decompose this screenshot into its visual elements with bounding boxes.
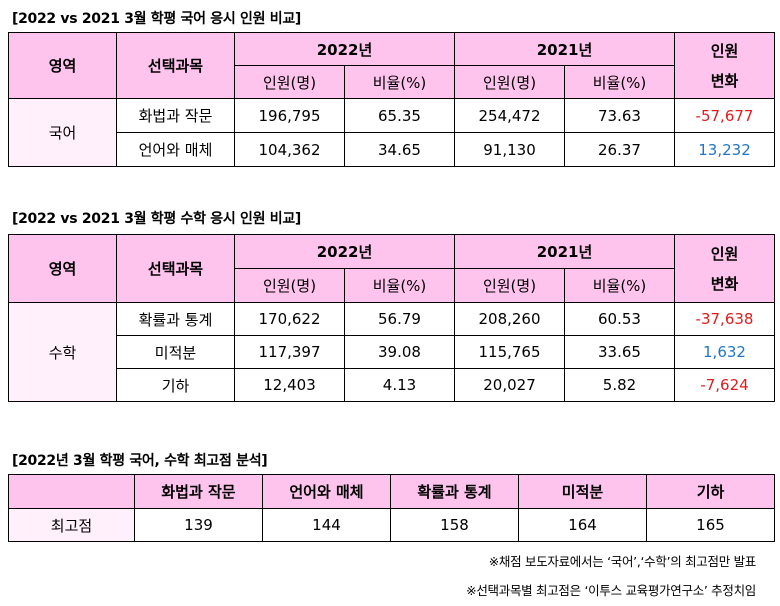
top-score-table: 화법과 작문 언어와 매체 확률과 통계 미적분 기하 최고점 139 144 … [8, 474, 775, 542]
ratio-2021-cell: 5.82 [564, 368, 675, 402]
ratio-2022-cell: 56.79 [344, 302, 455, 336]
count-2021-cell: 115,765 [454, 335, 565, 369]
header-count-2022: 인원(명) [234, 268, 345, 303]
table-row: 최고점 139 144 158 164 165 [8, 508, 775, 542]
header-count-2022: 인원(명) [234, 65, 345, 99]
table-row: 기하 12,403 4.13 20,027 5.82 -7,624 [9, 368, 775, 402]
count-2022-cell: 117,397 [234, 335, 345, 369]
ratio-2021-cell: 73.63 [564, 98, 675, 133]
header-subject-4: 미적분 [518, 474, 647, 509]
area-cell: 국어 [8, 98, 117, 167]
header-subject-1: 화법과 작문 [134, 474, 263, 509]
header-year-2022: 2022년 [234, 234, 455, 269]
header-change: 인원 변화 [674, 234, 775, 303]
change-cell: -57,677 [674, 98, 775, 133]
subject-cell: 미적분 [116, 335, 235, 369]
header-area: 영역 [8, 32, 117, 99]
score-cell: 158 [390, 508, 519, 542]
header-blank [8, 474, 135, 509]
table-row: 국어 화법과 작문 196,795 65.35 254,472 73.63 -5… [8, 98, 775, 167]
header-subject: 선택과목 [116, 32, 235, 99]
footnote-1: ※채점 보도자료에서는 ‘국어’,‘수학’의 최고점만 발표 [488, 554, 757, 569]
count-2021-cell: 208,260 [454, 302, 565, 336]
table-row: 언어와 매체 104,362 34.65 91,130 26.37 13,232 [9, 132, 775, 167]
ratio-2022-cell: 65.35 [344, 98, 455, 133]
header-area: 영역 [8, 234, 117, 303]
header-subject: 선택과목 [116, 234, 235, 303]
subject-cell: 기하 [116, 368, 235, 402]
change-cell: 13,232 [674, 132, 775, 167]
header-ratio-2021: 비율(%) [564, 268, 675, 303]
header-ratio-2022: 비율(%) [344, 65, 455, 99]
math-table-title: [2022 vs 2021 3월 학평 수학 응시 인원 비교] [12, 211, 301, 227]
score-cell: 144 [262, 508, 391, 542]
subject-cell: 언어와 매체 [116, 132, 235, 167]
header-subject-2: 언어와 매체 [262, 474, 391, 509]
score-cell: 139 [134, 508, 263, 542]
ratio-2022-cell: 34.65 [344, 132, 455, 167]
score-cell: 164 [518, 508, 647, 542]
ratio-2021-cell: 26.37 [564, 132, 675, 167]
header-change: 인원 변화 [674, 32, 775, 99]
header-subject-3: 확률과 통계 [390, 474, 519, 509]
top-score-table-title: [2022년 3월 학평 국어, 수학 최고점 분석] [12, 453, 268, 469]
header-year-2021: 2021년 [454, 32, 675, 66]
header-count-2021: 인원(명) [454, 65, 565, 99]
change-cell: 1,632 [674, 335, 775, 369]
row-label: 최고점 [8, 508, 135, 542]
change-cell: -7,624 [674, 368, 775, 402]
count-2021-cell: 20,027 [454, 368, 565, 402]
header-ratio-2021: 비율(%) [564, 65, 675, 99]
footnote-2: ※선택과목별 최고점은 ‘이투스 교육평가연구소’ 추정치임 [466, 583, 756, 598]
subject-cell: 화법과 작문 [116, 98, 235, 133]
header-ratio-2022: 비율(%) [344, 268, 455, 303]
count-2022-cell: 104,362 [234, 132, 345, 167]
header-year-2022: 2022년 [234, 32, 455, 66]
ratio-2022-cell: 39.08 [344, 335, 455, 369]
math-table: 영역 선택과목 2022년 2021년 인원 변화 인원(명) 비율(%) 인원… [8, 234, 775, 402]
count-2022-cell: 12,403 [234, 368, 345, 402]
count-2021-cell: 91,130 [454, 132, 565, 167]
area-cell: 수학 [8, 302, 117, 402]
table-row: 수학 확률과 통계 170,622 56.79 208,260 60.53 -3… [8, 302, 775, 402]
score-cell: 165 [646, 508, 775, 542]
ratio-2022-cell: 4.13 [344, 368, 455, 402]
ratio-2021-cell: 60.53 [564, 302, 675, 336]
korean-table-title: [2022 vs 2021 3월 학평 국어 응시 인원 비교] [12, 11, 301, 27]
count-2022-cell: 196,795 [234, 98, 345, 133]
korean-table: 영역 선택과목 2022년 2021년 인원 변화 인원(명) 비율(%) 인원… [8, 32, 775, 167]
change-cell: -37,638 [674, 302, 775, 336]
subject-cell: 확률과 통계 [116, 302, 235, 336]
ratio-2021-cell: 33.65 [564, 335, 675, 369]
count-2021-cell: 254,472 [454, 98, 565, 133]
header-year-2021: 2021년 [454, 234, 675, 269]
table-row: 미적분 117,397 39.08 115,765 33.65 1,632 [9, 335, 775, 369]
header-count-2021: 인원(명) [454, 268, 565, 303]
header-subject-5: 기하 [646, 474, 775, 509]
count-2022-cell: 170,622 [234, 302, 345, 336]
